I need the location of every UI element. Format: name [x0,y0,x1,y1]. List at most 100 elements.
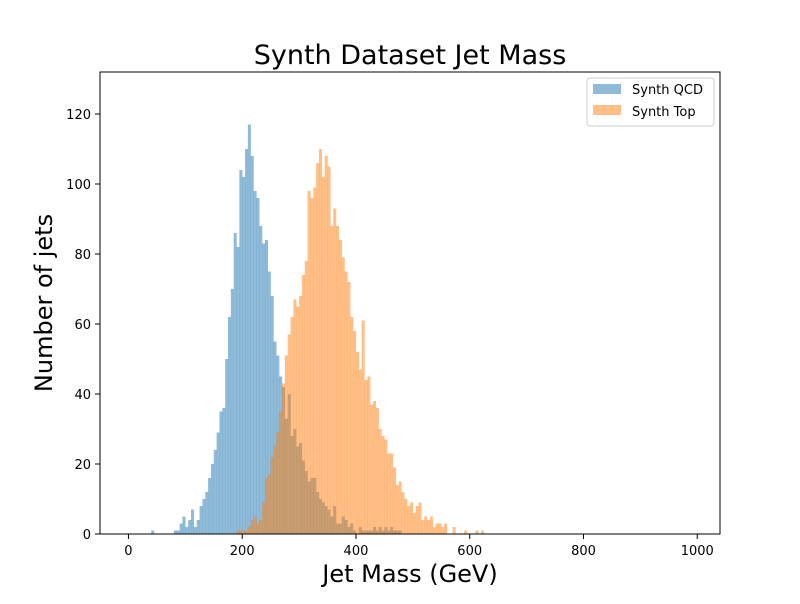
histogram-bar [259,226,263,534]
histogram-bar [435,523,439,534]
histogram-bar [219,411,223,534]
histogram-bar [324,156,328,534]
histogram-bar [427,520,431,534]
histogram-bar [387,453,391,534]
histogram-bar [259,520,263,534]
histogram-bar [236,247,240,534]
histogram-bar [407,506,411,534]
histogram-bar [327,166,331,534]
histogram-bar [199,506,203,534]
histogram-bar [432,527,436,534]
x-tick-label: 200 [230,544,255,559]
histogram-bar [216,432,220,534]
histogram-bar [441,527,445,534]
histogram-bar [222,408,226,534]
y-axis-ticks: 0 20 40 60 80 100 120 [66,108,100,543]
histogram-bar [398,481,402,534]
histogram-bar [276,432,280,534]
y-tick-label: 60 [74,318,91,333]
histogram-bar [344,271,348,534]
histogram-bar [361,320,365,534]
histogram-bar [412,513,416,534]
histogram-bar [338,240,342,534]
histogram-bar [262,502,266,534]
x-tick-label: 800 [571,544,596,559]
histogram-bar [256,198,260,534]
histogram-bar [279,411,283,534]
x-tick-label: 600 [457,544,482,559]
histogram-bar [452,527,456,534]
histogram-bar [355,352,360,534]
histogram-bar [341,257,345,534]
histogram-bar [364,380,368,534]
histogram-bar [395,485,399,534]
y-axis-label: Number of jets [30,214,58,392]
y-tick-label: 80 [74,248,91,263]
y-tick-label: 100 [66,178,91,193]
histogram-bar [247,124,251,534]
histogram-bar [185,527,189,534]
histogram-bar [307,191,311,534]
histogram-bar [373,401,377,534]
chart-title: Synth Dataset Jet Mass [254,40,567,71]
histogram-bar [429,516,433,534]
histogram-bar [227,317,232,534]
histogram-bar [415,506,419,534]
histogram-bar [378,429,382,534]
histogram-bar [245,149,249,534]
x-tick-label: 400 [344,544,369,559]
histogram-bar [350,317,354,534]
histogram-bar [390,453,394,534]
histogram-bar [205,492,209,534]
histogram-bar [210,464,214,534]
histogram-bar [270,457,274,534]
x-tick-label: 0 [124,544,132,559]
histogram-bar [333,208,337,534]
histogram-bar [424,516,428,534]
histogram-bar [310,198,314,534]
histogram-bar [284,355,288,534]
histogram-bar [296,306,300,534]
histogram-bar [230,289,234,534]
histogram-bar [313,187,317,534]
histogram-bar [481,530,485,534]
histogram-bar [418,502,422,534]
legend-label-top: Synth Top [632,105,696,120]
histogram-bar [250,520,254,534]
histogram-bar [392,467,396,534]
histogram-bar [401,492,405,534]
histogram-bar [444,523,448,534]
histogram-bar [367,376,371,534]
bars-layer [151,124,485,534]
histogram-bar [151,530,155,534]
histogram-bar [273,446,277,534]
histogram-bar [301,275,305,534]
histogram-bar [262,243,266,534]
histogram-bar [191,509,195,534]
histogram-bar [239,170,243,534]
histogram-bar [253,191,257,534]
histogram-bar [375,408,379,534]
histogram-bar [225,359,229,534]
histogram-bar [188,520,192,534]
plot-frame [99,71,721,535]
histogram-bar [182,516,186,534]
histogram-bar [282,383,286,534]
histogram-bar [242,530,246,534]
histogram-bar [273,341,277,534]
series-top-bars [236,149,485,534]
y-tick-label: 20 [74,458,91,473]
histogram-bar [358,369,362,534]
histogram-bar [318,149,323,534]
histogram-bar [321,177,325,534]
legend-swatch-top [593,105,621,115]
histogram-bar [264,478,268,534]
y-tick-label: 0 [83,528,91,543]
histogram-bar [347,282,351,534]
histogram-bar [299,296,303,534]
histogram-bar [293,299,297,534]
histogram-bar [464,530,468,534]
histogram-bar [245,530,249,534]
